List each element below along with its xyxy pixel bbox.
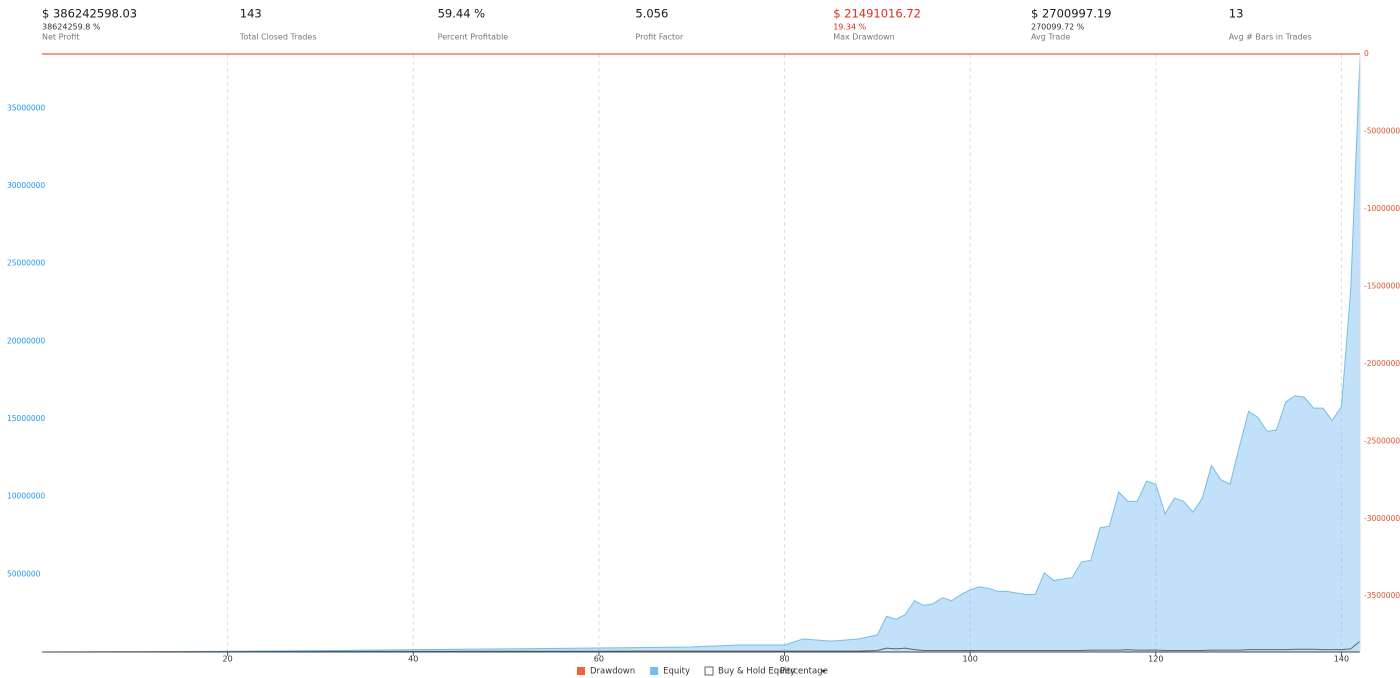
y2-tick-label: 0: [1364, 49, 1369, 58]
y2-tick-label: -25000000: [1364, 436, 1400, 445]
y2-tick-label: -5000000: [1364, 126, 1400, 135]
legend: Drawdown Equity Buy & Hold Equity: [577, 666, 795, 677]
y-tick-label: 35000000: [7, 103, 45, 112]
y2-tick-label: -10000000: [1364, 204, 1400, 213]
stat-sub: 38624259.8 %: [42, 23, 101, 32]
legend-label: Buy & Hold Equity: [718, 667, 795, 677]
dropdown-label[interactable]: Percentage: [780, 667, 828, 677]
stat-label: Total Closed Trades: [239, 33, 317, 42]
y-tick-label: 25000000: [7, 259, 45, 268]
x-tick-label: 60: [594, 655, 604, 664]
stat-sub: 270099.72 %: [1031, 23, 1085, 32]
y-tick-label: 20000000: [7, 336, 45, 345]
series-line: [41, 640, 1361, 653]
stat-value: 59.44 %: [438, 7, 486, 21]
stat-label: Percent Profitable: [438, 33, 509, 42]
stat-label: Net Profit: [42, 33, 79, 42]
x-tick-label: 140: [1334, 655, 1349, 664]
x-tick-label: 20: [223, 655, 233, 664]
stat-value: $ 2700997.19: [1031, 7, 1111, 21]
stat-value: 143: [240, 7, 262, 21]
stat-label: Avg # Bars in Trades: [1229, 33, 1312, 42]
stat-value: $ 21491016.72: [833, 7, 921, 21]
stat-label: Profit Factor: [635, 33, 684, 42]
x-tick-label: 40: [408, 655, 418, 664]
legend-label: Drawdown: [590, 667, 635, 677]
legend-swatch: [650, 667, 659, 675]
legend-label: Equity: [663, 667, 690, 677]
y-tick-label: 30000000: [7, 181, 45, 190]
equity-area-fill: [42, 55, 1360, 653]
x-tick-label: 120: [1148, 655, 1163, 664]
stat-value: $ 386242598.03: [42, 7, 137, 21]
x-tick-label: 80: [779, 655, 789, 664]
stat-value: 5.056: [635, 7, 668, 21]
dropdown-arrow[interactable]: [821, 670, 826, 673]
display-mode-dropdown[interactable]: Percentage: [780, 667, 828, 677]
legend-swatch: [704, 666, 714, 676]
stat-sub: 19.34 %: [833, 23, 866, 32]
stat-value: 13: [1229, 7, 1244, 21]
stat-label: Avg Trade: [1031, 33, 1070, 42]
x-tick-label: 100: [963, 655, 978, 664]
y-tick-label: 10000000: [7, 492, 45, 501]
y2-tick-label: -15000000: [1364, 281, 1400, 290]
y-tick-label: 5000000: [7, 569, 41, 578]
stat-label: Max Drawdown: [833, 33, 895, 42]
series-line: [41, 55, 1361, 653]
legend-swatch: [577, 667, 585, 675]
y-tick-label: 15000000: [7, 414, 45, 423]
stats-header: $ 386242598.03 38624259.8 %Net Profit 143 T…: [42, 7, 1312, 42]
y2-tick-label: -30000000: [1364, 514, 1400, 523]
y2-tick-label: -35000000: [1364, 591, 1400, 600]
y2-tick-label: -20000000: [1364, 359, 1400, 368]
equity-chart: 20 40 60 80 100 120 140 5000000 10000000 15000000…: [7, 49, 1400, 664]
